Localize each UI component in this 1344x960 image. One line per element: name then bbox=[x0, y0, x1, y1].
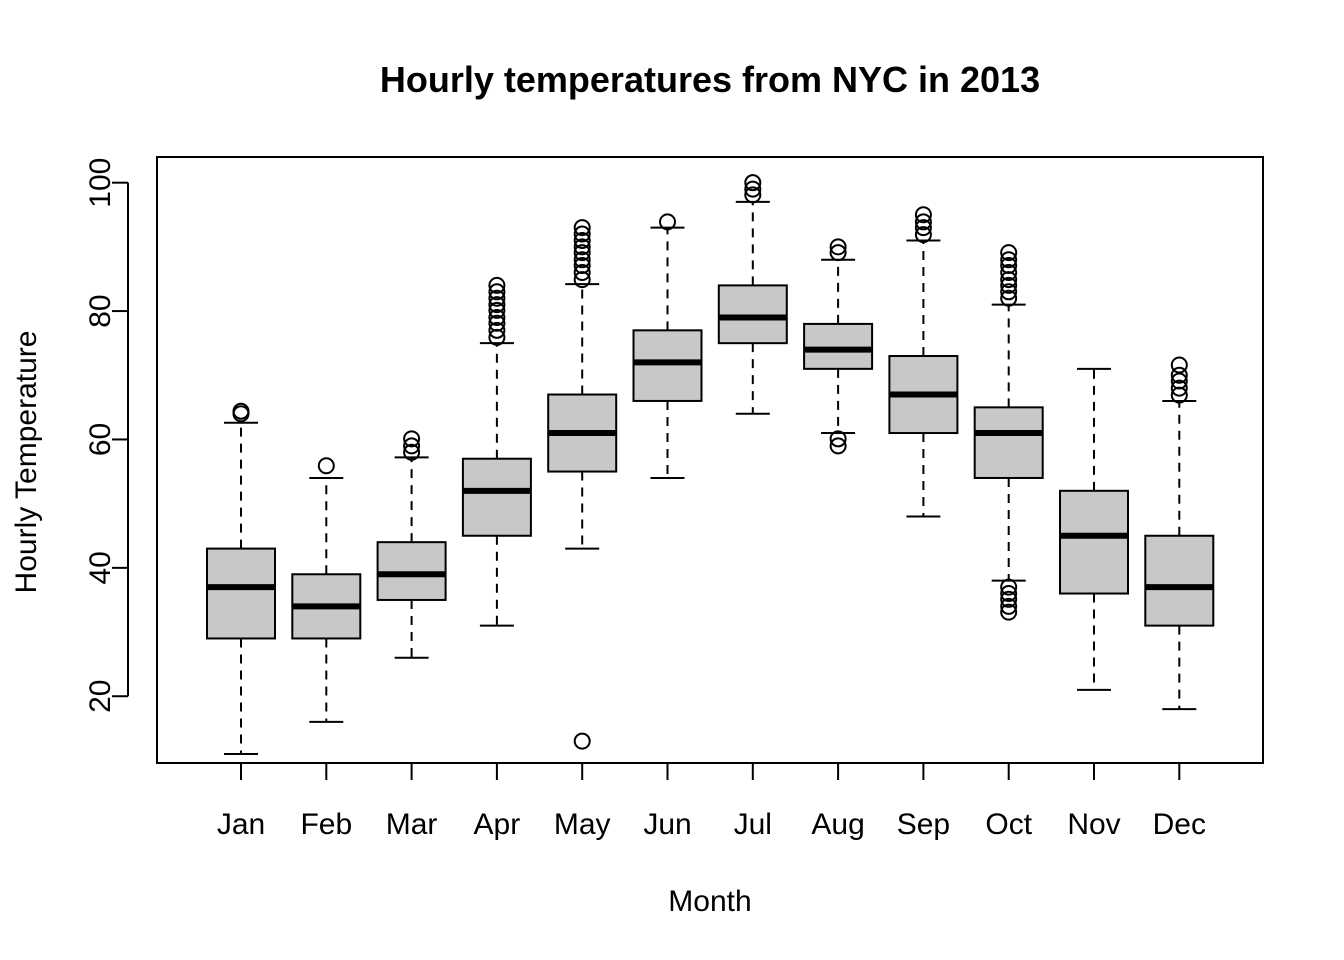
iqr-box bbox=[461, 457, 532, 537]
outlier-point bbox=[488, 321, 506, 339]
outlier-point bbox=[744, 180, 762, 198]
outlier-point bbox=[1000, 244, 1018, 262]
x-axis-label: Month bbox=[668, 885, 751, 918]
x-tick-label: Nov bbox=[1067, 808, 1120, 841]
outlier-point bbox=[1170, 372, 1188, 390]
outlier-point bbox=[488, 301, 506, 319]
box-sep bbox=[888, 206, 959, 518]
outlier-point bbox=[403, 437, 421, 455]
box-nov bbox=[1059, 367, 1129, 691]
x-tick-label: Sep bbox=[897, 808, 950, 841]
outlier-point bbox=[914, 213, 932, 231]
outlier-point bbox=[573, 225, 591, 243]
iqr-box bbox=[632, 329, 703, 402]
outlier-point bbox=[232, 402, 250, 420]
x-tick-label: Dec bbox=[1153, 808, 1206, 841]
iqr-box bbox=[717, 284, 788, 345]
outlier-point bbox=[573, 256, 591, 274]
outlier-point bbox=[573, 219, 591, 237]
chart-title: Hourly temperatures from NYC in 2013 bbox=[380, 59, 1040, 100]
outlier-point bbox=[488, 296, 506, 314]
outlier-point bbox=[573, 231, 591, 249]
y-tick-label: 20 bbox=[84, 680, 117, 713]
x-tick-label: Feb bbox=[300, 808, 352, 841]
iqr-box bbox=[803, 322, 874, 370]
outlier-point bbox=[829, 430, 847, 448]
outlier-point bbox=[488, 283, 506, 301]
box-dec bbox=[1144, 356, 1215, 711]
outlier-point bbox=[914, 219, 932, 237]
outlier-point bbox=[1000, 597, 1018, 615]
outlier-point bbox=[1000, 289, 1018, 307]
outlier-point bbox=[1170, 366, 1188, 384]
x-tick-label: Aug bbox=[811, 808, 864, 841]
outlier-point bbox=[573, 244, 591, 262]
box-jan bbox=[206, 402, 276, 756]
outlier-point bbox=[488, 289, 506, 307]
y-tick-label: 80 bbox=[84, 294, 117, 327]
x-tick-label: Jan bbox=[217, 808, 265, 841]
iqr-box bbox=[1144, 534, 1215, 627]
outlier-point bbox=[914, 226, 932, 244]
x-tick-label: Mar bbox=[386, 808, 438, 841]
iqr-box bbox=[376, 541, 447, 601]
iqr-box bbox=[206, 547, 276, 640]
outlier-point bbox=[573, 238, 591, 256]
iqr-box bbox=[1059, 489, 1129, 595]
outlier-point bbox=[744, 186, 762, 204]
y-axis: 20 40 60 80 100 bbox=[84, 158, 129, 713]
box-may bbox=[547, 219, 618, 750]
x-axis: Jan Feb Mar Apr May Jun Jul Aug Sep Oct Nov Dec bbox=[217, 762, 1206, 841]
outlier-point bbox=[1170, 379, 1188, 397]
outlier-point bbox=[403, 430, 421, 448]
outlier-point bbox=[1000, 603, 1018, 621]
x-tick-label: Oct bbox=[985, 808, 1032, 841]
outlier-point bbox=[829, 238, 847, 256]
outlier-point bbox=[1000, 578, 1018, 596]
box-oct bbox=[973, 244, 1044, 621]
y-tick-label: 100 bbox=[84, 158, 117, 208]
outlier-point bbox=[403, 443, 421, 461]
x-tick-label: Apr bbox=[474, 808, 521, 841]
outlier-point bbox=[1000, 264, 1018, 282]
box-aug bbox=[803, 238, 874, 455]
outlier-point bbox=[1000, 283, 1018, 301]
box-apr bbox=[461, 276, 532, 627]
iqr-box bbox=[973, 406, 1044, 479]
outlier-point bbox=[488, 314, 506, 332]
outlier-point bbox=[829, 244, 847, 262]
x-tick-label: May bbox=[554, 808, 611, 841]
outlier-point bbox=[1170, 356, 1188, 374]
box-jun bbox=[632, 213, 703, 479]
outlier-point bbox=[1000, 590, 1018, 608]
y-axis-label: Hourly Temperature bbox=[10, 331, 43, 594]
outlier-point bbox=[317, 457, 335, 475]
outlier-point bbox=[573, 264, 591, 282]
box-mar bbox=[376, 430, 447, 659]
outlier-point bbox=[488, 276, 506, 294]
y-tick-label: 60 bbox=[84, 423, 117, 456]
x-tick-label: Jun bbox=[643, 808, 691, 841]
outlier-point bbox=[744, 174, 762, 192]
box-feb bbox=[291, 457, 362, 723]
boxes-layer bbox=[206, 174, 1215, 756]
y-tick-label: 40 bbox=[84, 551, 117, 584]
outlier-point bbox=[829, 437, 847, 455]
outlier-point bbox=[914, 206, 932, 224]
outlier-point bbox=[573, 732, 591, 750]
outlier-point bbox=[1000, 256, 1018, 274]
outlier-point bbox=[1000, 276, 1018, 294]
x-tick-label: Jul bbox=[734, 808, 772, 841]
outlier-point bbox=[488, 308, 506, 326]
outlier-point bbox=[573, 251, 591, 269]
outlier-point bbox=[1000, 251, 1018, 269]
outlier-point bbox=[1000, 585, 1018, 603]
box-jul bbox=[717, 174, 788, 415]
outlier-point bbox=[659, 213, 676, 231]
